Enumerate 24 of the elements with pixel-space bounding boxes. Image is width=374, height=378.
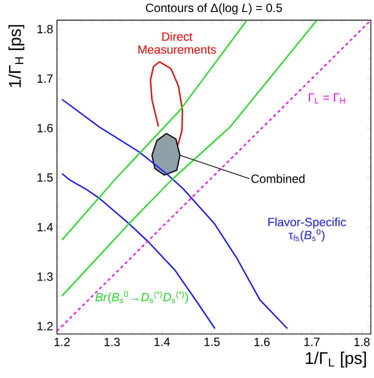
- x-tick-label: 1.7: [304, 338, 320, 346]
- x-tick-label: 1.3: [104, 338, 120, 346]
- y-tick-label: 1.6: [38, 124, 53, 132]
- x-tick-label: 1.6: [254, 338, 270, 346]
- text: Flavor-Specific τ$_{fs}$(B$_{s}$$^{0}$): [268, 218, 346, 242]
- y-axis-title: 1/Γ$_{H}$ [ps]: [8, 25, 24, 88]
- y-tick-label: 1.4: [38, 222, 53, 232]
- y-tick-label: 1.8: [38, 24, 53, 34]
- y-tick-label: 1.2: [38, 322, 53, 330]
- x-tick-label: 1.4: [154, 338, 170, 346]
- x-tick-label: 1.2: [54, 338, 70, 346]
- line-series: [61, 20, 248, 241]
- y-tick-label: 1.3: [38, 272, 53, 281]
- y-tick-label: 1.5: [38, 173, 53, 182]
- x-axis-title: 1/Γ$_{L}$ [ps]: [306, 352, 366, 368]
- series-label: Γ$_{L}$ = Γ$_{H}$: [308, 93, 345, 104]
- text: Br(B$_{s}$$^{0}$→D$_{s}$$^{(*)}$D$_{s}$$^{(*)}$): [96, 291, 188, 304]
- x-tick-label: 1.8: [354, 338, 370, 346]
- series-label: Direct Measurements: [138, 32, 216, 54]
- y-tick-label: 1.7: [38, 74, 53, 83]
- text: Combined: [251, 174, 305, 183]
- x-tick-label: 1.5: [204, 338, 220, 346]
- line-series: [61, 172, 216, 330]
- chart-title: Contours of Δ(log L) = 0.5: [146, 3, 282, 14]
